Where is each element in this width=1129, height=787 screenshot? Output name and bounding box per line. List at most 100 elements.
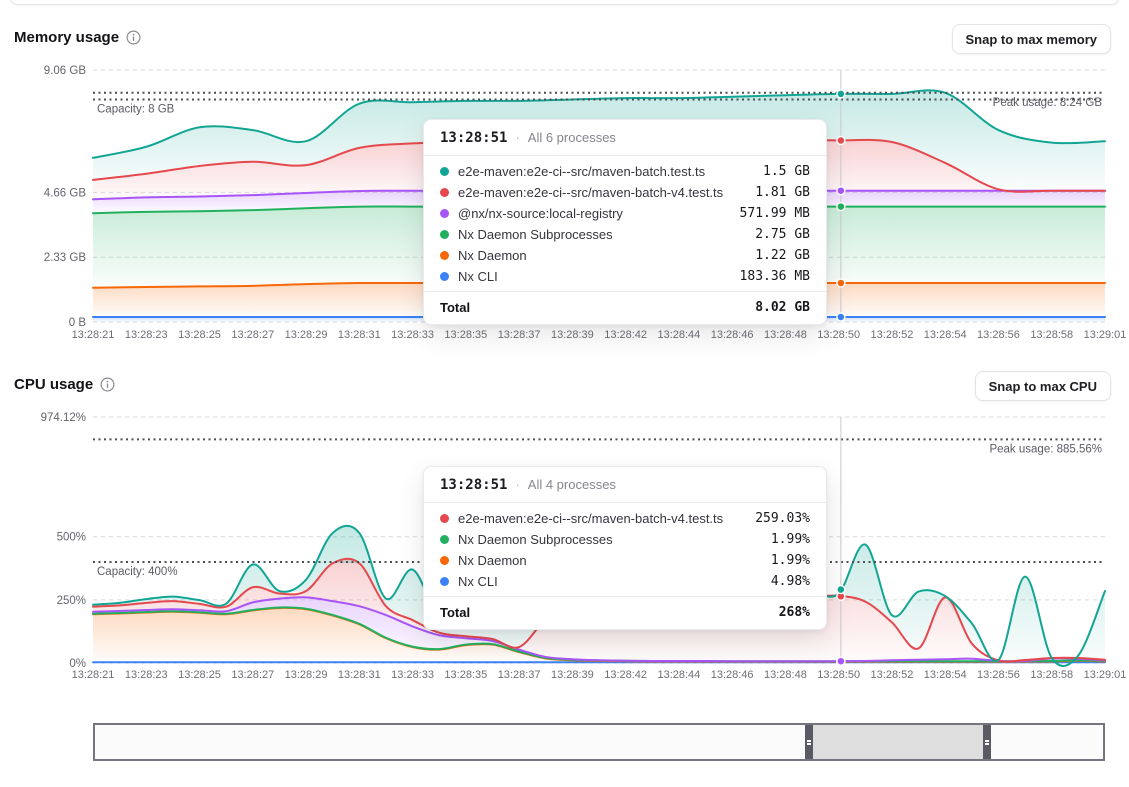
cpu-title-label: CPU usage xyxy=(14,376,94,393)
series-color-dot xyxy=(440,251,449,260)
capacity-label: Capacity: 400% xyxy=(97,566,178,578)
capacity-label: Capacity: 8 GB xyxy=(97,103,175,115)
process-value: 1.81 GB xyxy=(755,185,810,200)
peak-label: Peak usage: 885.56% xyxy=(989,443,1102,455)
x-tick-label: 13:28:56 xyxy=(977,669,1020,681)
cpu-section-title: CPU usage xyxy=(14,376,115,393)
series-area xyxy=(93,607,1105,663)
cpu-section-header: CPU usage Snap to max CPU xyxy=(0,371,1129,405)
x-tick-label: 13:28:58 xyxy=(1030,329,1073,341)
x-tick-label: 13:28:56 xyxy=(977,329,1020,341)
tooltip-process-row: Nx CLI 4.98% xyxy=(424,571,826,592)
x-tick-label: 13:28:29 xyxy=(285,669,328,681)
y-tick-label: 0 B xyxy=(69,317,87,329)
x-tick-label: 13:28:46 xyxy=(711,669,754,681)
x-tick-label: 13:28:46 xyxy=(711,329,754,341)
x-tick-label: 13:28:33 xyxy=(391,669,434,681)
tooltip-total-label: Total xyxy=(440,605,471,620)
memory-section-title: Memory usage xyxy=(14,29,141,46)
memory-tooltip: 13:28:51 · All 6 processes e2e-maven:e2e… xyxy=(423,119,827,325)
x-tick-label: 13:28:27 xyxy=(231,329,274,341)
grip-icon xyxy=(806,739,811,745)
tooltip-total-label: Total xyxy=(440,300,471,315)
process-value: 1.5 GB xyxy=(763,164,810,179)
process-name: Nx Daemon Subprocesses xyxy=(458,532,613,547)
x-tick-label: 13:28:35 xyxy=(444,329,487,341)
tooltip-total-value: 8.02 GB xyxy=(755,300,810,315)
series-color-dot xyxy=(440,188,449,197)
process-name: Nx Daemon xyxy=(458,553,527,568)
process-name: e2e-maven:e2e-ci--src/maven-batch.test.t… xyxy=(458,164,706,179)
x-tick-label: 13:28:27 xyxy=(231,669,274,681)
y-tick-label: 2.33 GB xyxy=(44,252,87,264)
process-value: 259.03% xyxy=(755,511,810,526)
x-tick-label: 13:28:52 xyxy=(871,669,914,681)
tooltip-process-row: e2e-maven:e2e-ci--src/maven-batch.test.t… xyxy=(424,161,826,182)
x-tick-label: 13:28:33 xyxy=(391,329,434,341)
snap-to-max-cpu-button[interactable]: Snap to max CPU xyxy=(974,371,1111,401)
x-tick-label: 13:28:52 xyxy=(871,329,914,341)
process-value: 1.22 GB xyxy=(755,248,810,263)
cpu-chart[interactable]: 974.12% 500% 250% 0%13:28:21 13:28:23 13:28:2… xyxy=(0,407,1129,689)
tooltip-process-row: Nx Daemon 1.22 GB xyxy=(424,245,826,266)
process-name: e2e-maven:e2e-ci--src/maven-batch-v4.tes… xyxy=(458,185,724,200)
x-tick-label: 13:28:21 xyxy=(72,329,115,341)
x-tick-label: 13:28:42 xyxy=(604,669,647,681)
x-tick-label: 13:28:21 xyxy=(72,669,115,681)
process-value: 571.99 MB xyxy=(739,206,810,221)
x-tick-label: 13:28:31 xyxy=(338,329,381,341)
x-tick-label: 13:28:54 xyxy=(924,329,967,341)
process-name: Nx CLI xyxy=(458,269,498,284)
info-icon[interactable] xyxy=(100,377,115,392)
x-tick-label: 13:28:35 xyxy=(444,669,487,681)
tooltip-header: 13:28:51 · All 4 processes xyxy=(424,467,826,503)
tooltip-separator: · xyxy=(515,477,520,492)
process-value: 1.99% xyxy=(770,553,810,568)
x-tick-label: 13:28:25 xyxy=(178,329,221,341)
series-color-dot xyxy=(440,209,449,218)
x-tick-label: 13:29:01 xyxy=(1084,669,1127,681)
x-tick-label: 13:28:25 xyxy=(178,669,221,681)
x-tick-label: 13:28:58 xyxy=(1030,669,1073,681)
info-icon[interactable] xyxy=(126,30,141,45)
crosshair-marker xyxy=(836,89,846,99)
y-tick-label: 9.06 GB xyxy=(44,65,87,77)
tooltip-process-row: e2e-maven:e2e-ci--src/maven-batch-v4.tes… xyxy=(424,182,826,203)
crosshair-marker xyxy=(836,278,846,288)
x-tick-label: 13:28:29 xyxy=(285,329,328,341)
x-tick-label: 13:28:50 xyxy=(817,669,860,681)
series-area xyxy=(93,597,1105,662)
crosshair-marker xyxy=(836,185,846,196)
y-tick-label: 974.12% xyxy=(41,412,86,424)
tooltip-process-row: Nx Daemon Subprocesses 2.75 GB xyxy=(424,224,826,245)
brush-handle-right[interactable] xyxy=(983,725,992,759)
x-tick-label: 13:28:23 xyxy=(125,329,168,341)
tooltip-rows: e2e-maven:e2e-ci--src/maven-batch-v4.tes… xyxy=(424,503,826,596)
x-tick-label: 13:28:54 xyxy=(924,669,967,681)
cpu-tooltip: 13:28:51 · All 4 processes e2e-maven:e2e… xyxy=(423,466,827,630)
tooltip-total-value: 268% xyxy=(778,605,810,620)
memory-title-label: Memory usage xyxy=(14,29,120,46)
series-color-dot xyxy=(440,535,449,544)
crosshair-marker xyxy=(836,584,846,595)
x-tick-label: 13:28:39 xyxy=(551,669,594,681)
tooltip-subtitle: All 4 processes xyxy=(527,477,616,492)
x-tick-label: 13:28:44 xyxy=(657,329,700,341)
tooltip-separator: · xyxy=(515,130,520,145)
series-color-dot xyxy=(440,556,449,565)
snap-to-max-memory-button[interactable]: Snap to max memory xyxy=(951,24,1111,54)
brush-handle-left[interactable] xyxy=(804,725,813,759)
tooltip-total-row: Total 8.02 GB xyxy=(424,291,826,324)
x-tick-label: 13:28:37 xyxy=(498,329,541,341)
timeline-brush[interactable] xyxy=(93,723,1105,761)
tooltip-process-row: Nx CLI 183.36 MB xyxy=(424,266,826,287)
x-tick-label: 13:28:48 xyxy=(764,669,807,681)
crosshair-marker xyxy=(836,312,846,322)
tooltip-time: 13:28:51 xyxy=(440,477,508,493)
x-tick-label: 13:28:39 xyxy=(551,329,594,341)
series-area xyxy=(93,558,1105,662)
process-value: 4.98% xyxy=(770,574,810,589)
x-tick-label: 13:28:42 xyxy=(604,329,647,341)
tooltip-process-row: e2e-maven:e2e-ci--src/maven-batch-v4.tes… xyxy=(424,508,826,529)
brush-selection[interactable] xyxy=(804,725,992,759)
